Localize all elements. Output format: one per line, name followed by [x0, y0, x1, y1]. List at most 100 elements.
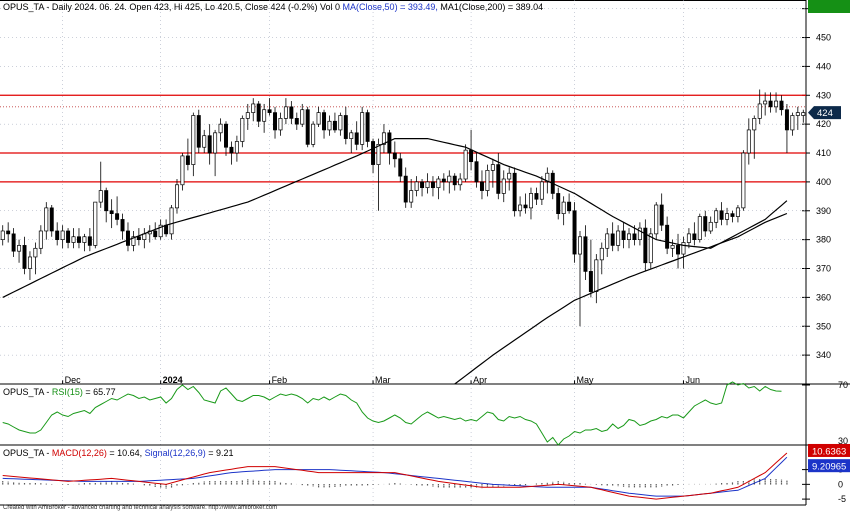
candle-up [245, 112, 250, 119]
price-ytick-label: 450 [816, 33, 831, 43]
price-ytick-label: 340 [816, 350, 831, 360]
ma50-line [2, 138, 788, 298]
candle-up [725, 213, 730, 220]
candle-up [686, 233, 691, 243]
candle-up [262, 109, 267, 122]
rsi-header-prefix: OPUS_TA - [3, 387, 52, 397]
candle-down [87, 236, 92, 246]
candle-down [479, 181, 484, 191]
candle-down [534, 193, 539, 200]
macd-line [2, 452, 788, 500]
candle-up [458, 178, 463, 186]
candle-up [447, 175, 452, 183]
candle-up [0, 230, 5, 240]
candle-down [11, 233, 16, 252]
candle-down [305, 109, 310, 145]
candle-up [539, 181, 544, 200]
rsi-line [2, 381, 782, 446]
price-ytick-label: 420 [816, 119, 831, 129]
candle-down [621, 230, 626, 240]
candle-up [376, 144, 381, 165]
candle-down [289, 106, 294, 119]
candle-down [66, 230, 71, 243]
candle-up [213, 132, 218, 154]
price-ytick-label: 400 [816, 177, 831, 187]
candle-up [670, 245, 675, 249]
candle-down [109, 210, 114, 215]
price-ytick-label: 410 [816, 148, 831, 158]
candle-up [33, 247, 38, 258]
date-tick-label: Apr [473, 375, 487, 385]
candle-up [578, 236, 582, 255]
candle-up [300, 109, 305, 125]
macd-header-name: MACD(12,26) [51, 448, 107, 458]
date-tick-label: May [577, 375, 595, 385]
candle-down [76, 236, 81, 243]
candle-up [409, 190, 414, 203]
candle-down [22, 245, 27, 269]
candle-down [632, 233, 637, 240]
signal-last-label-bg [808, 459, 850, 473]
candle-up [60, 230, 65, 240]
price-ytick-label: 360 [816, 292, 831, 302]
price-header-text: OPUS_TA - Daily 2024. 06. 24. Open 423, … [3, 2, 341, 12]
candle-down [583, 236, 588, 272]
candle-down [104, 190, 109, 212]
candle-down [115, 213, 120, 220]
candle-up [278, 118, 283, 131]
ma200-header-text: MA1(Close,200) = 389.04 [440, 2, 544, 12]
candle-down [371, 141, 376, 165]
candle-up [251, 103, 256, 113]
candle-up [741, 152, 746, 209]
candle-down [643, 227, 648, 264]
candle-up [169, 207, 174, 235]
price-ytick-label: 350 [816, 321, 831, 331]
candle-down [496, 164, 501, 194]
candle-up [234, 141, 239, 154]
candle-up [338, 115, 343, 131]
candle-down [768, 100, 773, 108]
macd-last-label-bg [808, 443, 850, 457]
candle-down [403, 175, 408, 203]
candle-up [545, 172, 550, 183]
rsi-header-value: = 65.77 [82, 387, 116, 397]
candle-down [474, 161, 479, 183]
signal-line [2, 456, 788, 497]
candle-up [746, 129, 751, 154]
date-tick-label: Mar [375, 375, 391, 385]
candle-down [523, 204, 528, 209]
candle-down [469, 149, 474, 163]
price-ytick-label: 390 [816, 206, 831, 216]
candle-up [436, 178, 441, 189]
candle-up [599, 247, 604, 261]
candle-down [185, 155, 190, 165]
candle-up [763, 100, 768, 105]
ma200-line [454, 212, 788, 385]
macd-ytick-label: 0 [838, 479, 843, 489]
ma50-header-text: MA(Close,50) = 393.49, [342, 2, 438, 12]
candle-down [267, 109, 272, 113]
candle-down [556, 193, 561, 215]
candle-up [202, 135, 207, 148]
macd-ytick-label: -5 [838, 494, 846, 504]
candle-up [627, 233, 631, 240]
candle-down [322, 112, 327, 131]
candle-up [795, 112, 800, 116]
candle-down [441, 178, 446, 183]
candle-down [120, 219, 125, 232]
candle-down [784, 109, 789, 131]
candle-up [561, 201, 566, 215]
candle-down [256, 103, 261, 122]
candle-down [153, 230, 158, 238]
candle-up [735, 207, 740, 217]
candle-down [49, 207, 54, 232]
date-tick-label: Jun [685, 375, 700, 385]
candle-up [27, 256, 32, 269]
rsi-last-label-bg [808, 0, 850, 13]
rsi-ytick-label: 30 [838, 436, 848, 446]
candle-down [196, 115, 201, 148]
candle-down [420, 181, 425, 189]
price-header: OPUS_TA - Daily 2024. 06. 24. Open 423, … [3, 2, 543, 12]
